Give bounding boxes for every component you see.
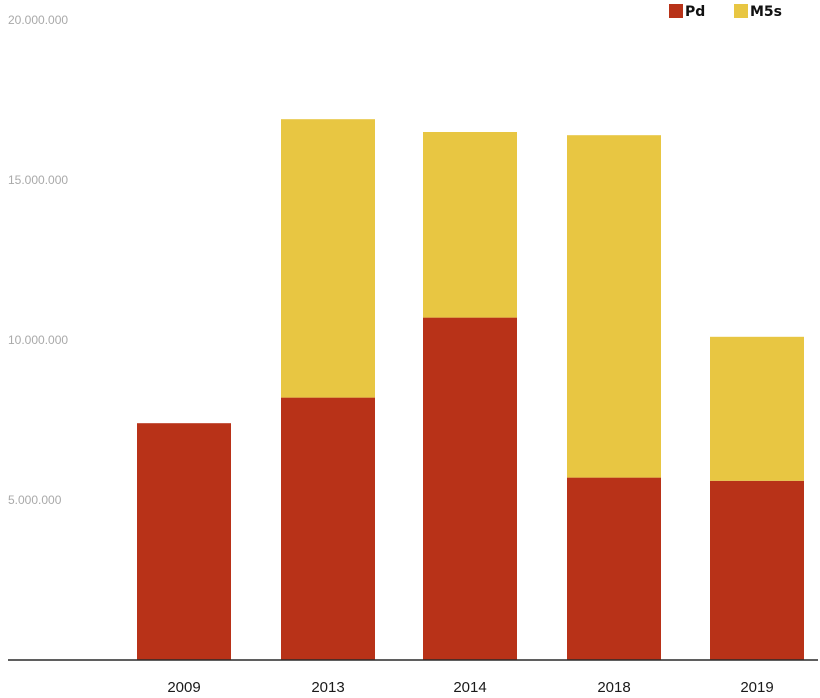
y-tick-label: 20.000.000: [8, 13, 68, 27]
y-axis-ticks: 20.000.000 15.000.000 10.000.000 5.000.000: [8, 13, 68, 507]
legend-label-pd: Pd: [685, 4, 705, 20]
x-tick-label: 2009: [167, 679, 200, 696]
legend: Pd M5s: [669, 4, 782, 20]
x-tick-label: 2014: [453, 679, 486, 696]
bar-pd-2018: [567, 477, 661, 660]
y-tick-label: 5.000.000: [8, 493, 62, 507]
y-tick-label: 15.000.000: [8, 173, 68, 187]
bar-m5s-2014: [423, 132, 517, 318]
bar-pd-2019: [710, 480, 804, 660]
legend-swatch-m5s: [734, 4, 748, 18]
bar-pd-2009: [137, 423, 231, 660]
bar-m5s-2019: [710, 336, 804, 481]
legend-label-m5s: M5s: [750, 4, 782, 20]
x-tick-label: 2019: [740, 679, 773, 696]
x-axis-labels: 2009 2013 2014 2018 2019: [167, 679, 773, 696]
bar-m5s-2013: [281, 119, 375, 398]
x-tick-label: 2013: [311, 679, 344, 696]
bar-pd-2013: [281, 397, 375, 660]
bar-m5s-2018: [567, 135, 661, 478]
y-tick-label: 10.000.000: [8, 333, 68, 347]
legend-swatch-pd: [669, 4, 683, 18]
bars: [137, 119, 804, 660]
x-tick-label: 2018: [597, 679, 630, 696]
bar-pd-2014: [423, 317, 517, 660]
